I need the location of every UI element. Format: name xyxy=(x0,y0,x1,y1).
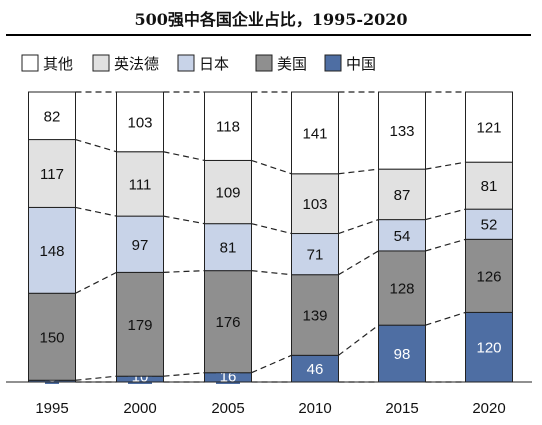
chart-title: 500强中各国企业占比，1995-2020 xyxy=(134,10,408,29)
legend-swatch-other xyxy=(21,54,39,72)
legend-label-japan: 日本 xyxy=(199,56,229,73)
title-underline xyxy=(6,34,531,36)
connector-line xyxy=(163,372,205,377)
bar-segment-usa xyxy=(116,271,164,377)
connector-line xyxy=(338,324,379,356)
value-label-other: 141 xyxy=(302,125,327,142)
legend-swatch-japan xyxy=(177,54,195,72)
value-label-china: 120 xyxy=(476,340,501,357)
connector-line xyxy=(251,159,292,175)
bar-segment-uk-fr-de xyxy=(291,173,339,235)
legend-label-other: 其他 xyxy=(43,56,73,73)
x-tick-label: 2020 xyxy=(472,400,505,417)
bar-segment-usa xyxy=(28,292,76,381)
legend-swatch-usa xyxy=(255,54,273,72)
value-label-usa: 150 xyxy=(39,329,64,346)
connector-line xyxy=(163,270,205,273)
value-label-uk-fr-de: 103 xyxy=(302,196,327,213)
value-label-usa: 128 xyxy=(389,281,414,298)
value-label-usa: 176 xyxy=(215,314,240,331)
connector-line xyxy=(338,168,379,175)
legend-label-china: 中国 xyxy=(346,56,376,73)
value-label-other: 118 xyxy=(216,119,240,136)
value-label-uk-fr-de: 81 xyxy=(481,178,498,195)
connector-line xyxy=(163,215,205,225)
connector-line xyxy=(75,271,117,294)
connector-line xyxy=(75,375,117,381)
value-label-usa: 179 xyxy=(127,317,152,334)
x-tick-label: 1995 xyxy=(35,400,68,417)
legend-label-uk-fr-de: 英法德 xyxy=(114,55,159,73)
bar-segment-usa xyxy=(291,274,339,356)
legend-swatch-uk-fr-de xyxy=(92,54,110,72)
connector-line xyxy=(425,238,466,252)
bar-segment-usa xyxy=(465,238,513,313)
x-tick-label: 2010 xyxy=(298,400,331,417)
legend-swatch-china xyxy=(324,54,342,72)
connector-line xyxy=(251,270,292,276)
connector-line xyxy=(425,208,466,221)
bar-segment-china xyxy=(291,354,339,383)
value-label-japan: 81 xyxy=(220,240,237,257)
bar-segment-other xyxy=(378,91,426,170)
bar-segment-other xyxy=(116,91,164,153)
bar-segment-china xyxy=(378,324,426,383)
bar-segment-uk-fr-de xyxy=(28,139,76,208)
connector-line xyxy=(163,151,205,162)
value-label-china: 98 xyxy=(394,346,411,363)
bar-segment-japan xyxy=(465,208,513,240)
bar-segment-other xyxy=(465,91,513,163)
connector-line xyxy=(425,161,466,170)
bar-segment-usa xyxy=(204,270,252,374)
value-label-other: 103 xyxy=(127,114,152,131)
bar-segment-japan xyxy=(28,206,76,294)
connector-line xyxy=(338,219,379,235)
connector-line xyxy=(75,206,117,217)
bar-segment-uk-fr-de xyxy=(204,159,252,225)
connector-line xyxy=(338,250,379,276)
value-label-other: 82 xyxy=(44,108,61,125)
value-label-japan: 52 xyxy=(481,217,498,234)
bar-segment-other xyxy=(28,91,76,141)
connector-line xyxy=(425,311,466,326)
bar-segment-uk-fr-de xyxy=(116,151,164,217)
bar-segment-uk-fr-de xyxy=(378,168,426,221)
connector-line xyxy=(251,223,292,235)
value-label-uk-fr-de: 117 xyxy=(40,166,64,183)
bar-segment-japan xyxy=(291,233,339,276)
bar-segment-japan xyxy=(204,223,252,272)
bar-segment-other xyxy=(291,91,339,175)
x-tick-label: 2005 xyxy=(211,400,244,417)
value-label-uk-fr-de: 87 xyxy=(394,187,411,204)
bar-segment-japan xyxy=(116,215,164,273)
bar-segment-usa xyxy=(378,250,426,326)
x-tick-label: 2015 xyxy=(385,400,418,417)
value-label-usa: 139 xyxy=(302,308,327,325)
bar-segment-other xyxy=(204,91,252,161)
value-label-other: 133 xyxy=(389,123,414,140)
value-label-other: 121 xyxy=(476,120,501,137)
value-label-japan: 148 xyxy=(39,243,64,260)
value-label-china: 46 xyxy=(307,361,324,378)
x-tick-label: 2000 xyxy=(123,400,156,417)
value-label-japan: 97 xyxy=(132,237,149,254)
legend-label-usa: 美国 xyxy=(277,56,307,73)
bar-segment-china xyxy=(465,311,513,383)
connector-line xyxy=(251,354,292,374)
value-label-japan: 54 xyxy=(394,228,411,245)
value-label-uk-fr-de: 111 xyxy=(129,176,152,193)
bar-segment-uk-fr-de xyxy=(465,161,513,210)
connector-line xyxy=(75,138,117,153)
value-label-japan: 71 xyxy=(307,247,324,264)
value-label-uk-fr-de: 109 xyxy=(215,185,240,202)
value-label-usa: 126 xyxy=(476,268,501,285)
